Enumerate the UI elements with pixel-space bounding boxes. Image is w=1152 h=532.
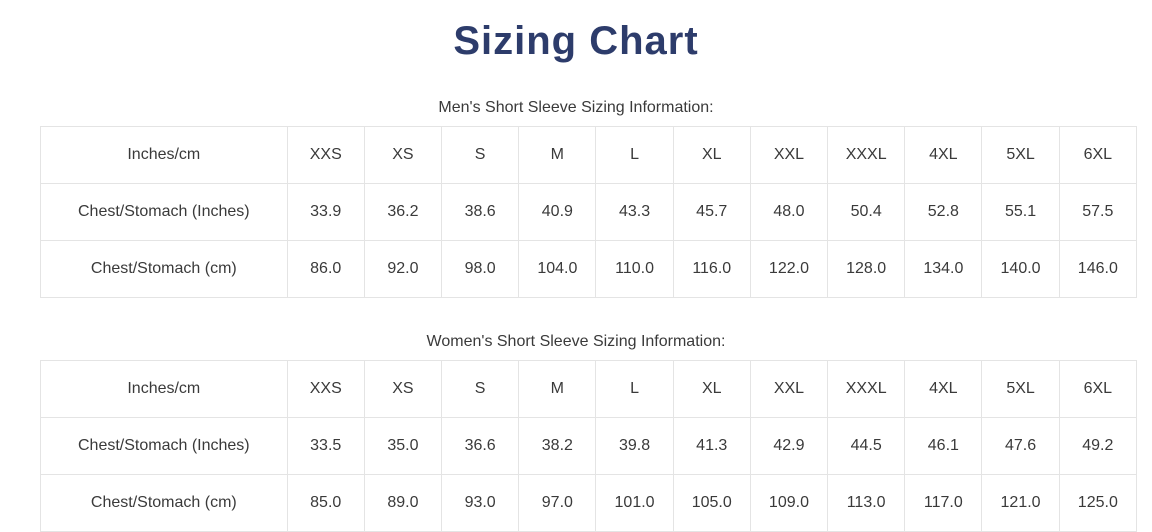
measurement-cell: 41.3 [672, 417, 751, 476]
size-header-cell: 4XL [904, 126, 983, 185]
measurement-cell: 134.0 [904, 240, 983, 299]
measurement-cell: 85.0 [286, 474, 365, 532]
measurement-cell: 104.0 [518, 240, 597, 299]
row-label-cell: Chest/Stomach (cm) [40, 240, 288, 299]
units-header-cell: Inches/cm [40, 126, 288, 185]
measurement-cell: 89.0 [363, 474, 443, 532]
measurement-cell: 44.5 [827, 417, 906, 476]
size-header-cell: 6XL [1058, 360, 1138, 419]
measurement-cell: 39.8 [595, 417, 674, 476]
row-label-cell: Chest/Stomach (Inches) [40, 183, 288, 242]
sizing-table: Inches/cm XXS XS S M L XL XXL XXXL 4XL 5XL 6XL Ches… [40, 126, 1138, 299]
header-row: Inches/cm XXS XS S M L XL XXL XXXL 4XL 5XL 6XL [40, 126, 1138, 185]
measurement-cell: 36.6 [441, 417, 520, 476]
measurement-cell: 97.0 [518, 474, 597, 532]
size-header-cell: M [518, 126, 597, 185]
measurement-cell: 117.0 [904, 474, 983, 532]
table-row: Chest/Stomach (cm) 85.0 89.0 93.0 97.0 101.0 1… [40, 474, 1138, 532]
measurement-cell: 55.1 [981, 183, 1060, 242]
table-body: Chest/Stomach (Inches) 33.9 36.2 38.6 40.9 43… [40, 183, 1138, 299]
row-label-cell: Chest/Stomach (Inches) [40, 417, 288, 476]
sizing-table: Inches/cm XXS XS S M L XL XXL XXXL 4XL 5XL 6XL Ches… [40, 360, 1138, 532]
measurement-cell: 128.0 [827, 240, 906, 299]
measurement-cell: 40.9 [518, 183, 597, 242]
size-header-cell: XS [363, 360, 443, 419]
measurement-cell: 146.0 [1058, 240, 1138, 299]
size-header-cell: XXXL [827, 126, 906, 185]
measurement-cell: 122.0 [749, 240, 829, 299]
size-header-cell: 4XL [904, 360, 983, 419]
table-row: Chest/Stomach (Inches) 33.5 35.0 36.6 38.2 39… [40, 417, 1138, 476]
size-header-cell: 5XL [981, 126, 1060, 185]
measurement-cell: 36.2 [363, 183, 443, 242]
size-header-cell: XL [672, 360, 751, 419]
measurement-cell: 113.0 [827, 474, 906, 532]
measurement-cell: 35.0 [363, 417, 443, 476]
row-label-cell: Chest/Stomach (cm) [40, 474, 288, 532]
measurement-cell: 49.2 [1058, 417, 1138, 476]
measurement-cell: 33.5 [286, 417, 365, 476]
measurement-cell: 46.1 [904, 417, 983, 476]
sizing-table-section: Women's Short Sleeve Sizing Information:… [0, 332, 1152, 532]
page-title: Sizing Chart [453, 19, 699, 63]
tables-container: Men's Short Sleeve Sizing Information: I… [0, 98, 1152, 532]
size-header-cell: 5XL [981, 360, 1060, 419]
size-header-cell: XXL [749, 126, 829, 185]
header-row: Inches/cm XXS XS S M L XL XXL XXXL 4XL 5XL 6XL [40, 360, 1138, 419]
size-header-cell: XXL [749, 360, 829, 419]
size-header-cell: XL [672, 126, 751, 185]
size-header-cell: L [595, 360, 674, 419]
size-header-cell: XXS [286, 360, 365, 419]
size-header-cell: XXS [286, 126, 365, 185]
measurement-cell: 92.0 [363, 240, 443, 299]
measurement-cell: 93.0 [441, 474, 520, 532]
measurement-cell: 116.0 [672, 240, 751, 299]
size-header-cell: 6XL [1058, 126, 1138, 185]
measurement-cell: 50.4 [827, 183, 906, 242]
measurement-cell: 43.3 [595, 183, 674, 242]
table-row: Chest/Stomach (Inches) 33.9 36.2 38.6 40.9 43… [40, 183, 1138, 242]
size-header-cell: XXXL [827, 360, 906, 419]
measurement-cell: 98.0 [441, 240, 520, 299]
measurement-cell: 33.9 [286, 183, 365, 242]
measurement-cell: 48.0 [749, 183, 829, 242]
measurement-cell: 109.0 [749, 474, 829, 532]
measurement-cell: 140.0 [981, 240, 1060, 299]
table-caption: Women's Short Sleeve Sizing Information: [426, 333, 726, 351]
measurement-cell: 38.2 [518, 417, 597, 476]
size-header-cell: S [441, 360, 520, 419]
measurement-cell: 110.0 [595, 240, 674, 299]
measurement-cell: 105.0 [672, 474, 751, 532]
units-header-cell: Inches/cm [40, 360, 288, 419]
size-header-cell: L [595, 126, 674, 185]
measurement-cell: 47.6 [981, 417, 1060, 476]
table-body: Chest/Stomach (Inches) 33.5 35.0 36.6 38.2 39… [40, 417, 1138, 532]
measurement-cell: 45.7 [672, 183, 751, 242]
size-header-cell: M [518, 360, 597, 419]
sizing-table-section: Men's Short Sleeve Sizing Information: I… [0, 98, 1152, 299]
size-header-cell: XS [363, 126, 443, 185]
table-head: Inches/cm XXS XS S M L XL XXL XXXL 4XL 5XL 6XL [40, 126, 1138, 185]
measurement-cell: 38.6 [441, 183, 520, 242]
table-head: Inches/cm XXS XS S M L XL XXL XXXL 4XL 5XL 6XL [40, 360, 1138, 419]
measurement-cell: 121.0 [981, 474, 1060, 532]
table-caption: Men's Short Sleeve Sizing Information: [438, 99, 714, 116]
measurement-cell: 42.9 [749, 417, 829, 476]
measurement-cell: 52.8 [904, 183, 983, 242]
size-header-cell: S [441, 126, 520, 185]
measurement-cell: 125.0 [1058, 474, 1138, 532]
measurement-cell: 86.0 [286, 240, 365, 299]
measurement-cell: 57.5 [1058, 183, 1138, 242]
table-row: Chest/Stomach (cm) 86.0 92.0 98.0 104.0 110.0… [40, 240, 1138, 299]
measurement-cell: 101.0 [595, 474, 674, 532]
